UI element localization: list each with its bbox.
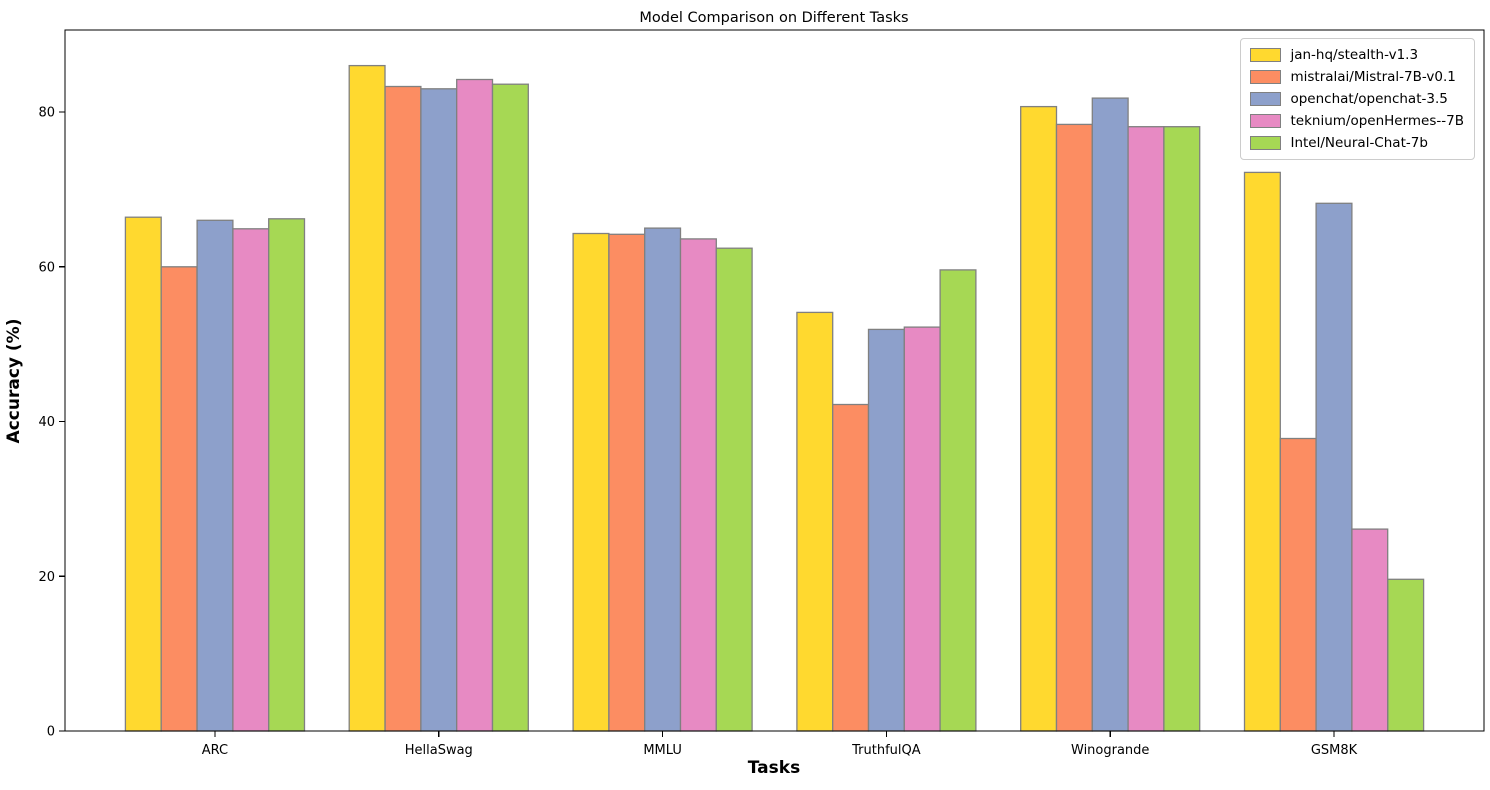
x-axis-label: Tasks: [748, 758, 800, 778]
bar-Winogrande-series-3: [1127, 126, 1165, 732]
x-tick-label-MMLU: MMLU: [643, 743, 682, 758]
bar-MMLU-series-1: [608, 233, 646, 732]
bar-Winogrande-series-2: [1091, 97, 1129, 732]
legend-label: jan-hq/stealth-v1.3: [1290, 47, 1419, 63]
legend-item-1: mistralai/Mistral-7B-v0.1: [1250, 68, 1464, 86]
y-tick-label: 60: [38, 260, 55, 275]
x-tick-label-Winogrande: Winogrande: [1071, 743, 1149, 758]
bar-Winogrande-series-4: [1163, 126, 1201, 732]
bar-TruthfulQA-series-1: [832, 403, 870, 732]
bar-TruthfulQA-series-2: [867, 328, 905, 732]
legend-swatch: [1250, 136, 1282, 150]
bar-TruthfulQA-series-4: [939, 269, 977, 732]
y-tick-label: 20: [38, 570, 55, 585]
bar-MMLU-series-3: [679, 238, 717, 732]
legend-label: Intel/Neural-Chat-7b: [1290, 135, 1428, 151]
x-tick-label-ARC: ARC: [202, 743, 228, 758]
bar-HellaSwag-series-0: [348, 64, 386, 732]
bars-group: [124, 64, 1425, 732]
bar-ARC-series-2: [196, 219, 234, 732]
x-tick-label-GSM8K: GSM8K: [1311, 743, 1358, 758]
bar-HellaSwag-series-4: [491, 83, 529, 732]
bar-HellaSwag-series-3: [456, 78, 494, 732]
bar-Winogrande-series-1: [1055, 123, 1093, 732]
y-axis-label: Accuracy (%): [4, 319, 24, 444]
bar-GSM8K-series-0: [1243, 171, 1281, 732]
legend-label: openchat/openchat-3.5: [1290, 91, 1448, 107]
legend-item-0: jan-hq/stealth-v1.3: [1250, 46, 1464, 64]
bar-MMLU-series-2: [644, 227, 682, 732]
bar-ARC-series-4: [268, 218, 306, 732]
bar-TruthfulQA-series-0: [796, 311, 834, 732]
bar-HellaSwag-series-2: [420, 88, 458, 732]
legend: jan-hq/stealth-v1.3 mistralai/Mistral-7B-…: [1240, 38, 1475, 160]
chart-title: Model Comparison on Different Tasks: [639, 10, 908, 26]
bar-GSM8K-series-4: [1387, 578, 1425, 732]
bar-ARC-series-0: [124, 216, 162, 732]
bar-HellaSwag-series-1: [384, 85, 422, 732]
bar-ARC-series-3: [232, 228, 270, 732]
y-tick-label: 40: [38, 415, 55, 430]
bar-MMLU-series-0: [572, 232, 610, 732]
y-axis: 0 20 40 60 80: [38, 106, 65, 740]
y-tick-label: 80: [38, 106, 55, 121]
legend-swatch: [1250, 114, 1282, 128]
bar-Winogrande-series-0: [1020, 105, 1058, 732]
x-tick-label-HellaSwag: HellaSwag: [405, 743, 473, 758]
legend-swatch: [1250, 92, 1282, 106]
legend-item-3: teknium/openHermes--7B: [1250, 112, 1464, 130]
legend-item-4: Intel/Neural-Chat-7b: [1250, 134, 1464, 152]
legend-label: teknium/openHermes--7B: [1290, 113, 1464, 129]
legend-item-2: openchat/openchat-3.5: [1250, 90, 1464, 108]
bar-GSM8K-series-1: [1279, 437, 1317, 732]
x-tick-label-TruthfulQA: TruthfulQA: [851, 743, 921, 758]
plot-frame: [64, 29, 1485, 732]
bar-TruthfulQA-series-3: [903, 326, 941, 732]
y-tick-label: 0: [47, 725, 55, 740]
legend-swatch: [1250, 48, 1282, 62]
bar-GSM8K-series-3: [1351, 528, 1389, 732]
legend-label: mistralai/Mistral-7B-v0.1: [1290, 69, 1456, 85]
bar-GSM8K-series-2: [1315, 202, 1353, 732]
x-axis: ARC HellaSwag MMLU TruthfulQA Winogrande GSM8…: [202, 731, 1358, 758]
legend-swatch: [1250, 70, 1282, 84]
bar-ARC-series-1: [160, 266, 198, 732]
bar-MMLU-series-4: [715, 247, 753, 732]
